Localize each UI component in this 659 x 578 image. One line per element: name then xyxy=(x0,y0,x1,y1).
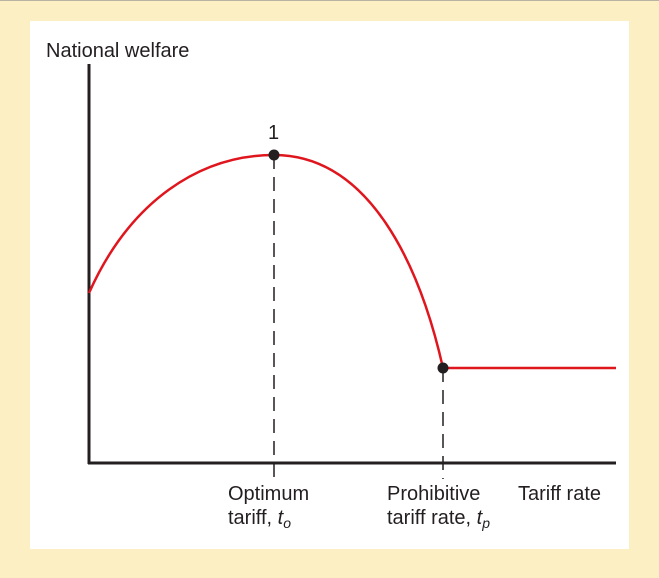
optimum-tariff-label: Optimum tariff, to xyxy=(228,482,309,530)
prohibitive-line1: Prohibitive xyxy=(387,483,481,505)
prohibitive-tariff-label: Prohibitive tariff rate, tp xyxy=(387,482,490,530)
y-axis-title: National welfare xyxy=(46,40,190,62)
prohibitive-symbol: t xyxy=(476,507,483,529)
prohibitive-line2-wrap: tariff rate, tp xyxy=(387,506,490,530)
prohibitive-point xyxy=(437,362,449,374)
optimum-line2-wrap: tariff, to xyxy=(228,506,309,530)
plot-panel xyxy=(30,21,629,549)
optimum-line2: tariff, xyxy=(228,507,278,529)
optimum-line1: Optimum xyxy=(228,483,310,505)
welfare-curve xyxy=(87,153,616,370)
optimum-symbol: t xyxy=(277,507,284,529)
optimum-point xyxy=(268,149,280,161)
prohibitive-sub: p xyxy=(482,515,491,531)
x-axis-title: Tariff rate xyxy=(518,483,601,505)
point-label-1: 1 xyxy=(268,122,280,144)
prohibitive-line2: tariff rate, xyxy=(387,507,477,529)
optimum-sub: o xyxy=(283,515,292,531)
